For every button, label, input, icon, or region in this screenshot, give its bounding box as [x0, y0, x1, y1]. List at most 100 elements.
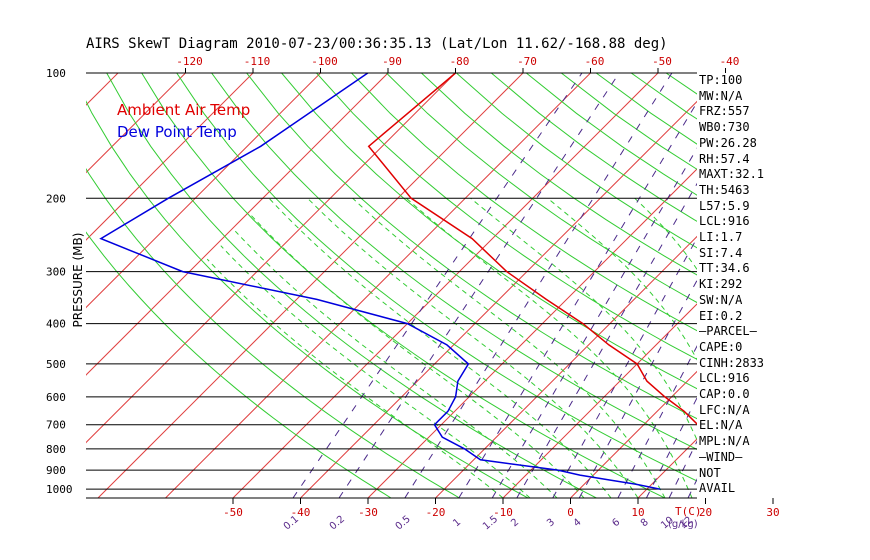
ambient-temp-profile [367, 73, 697, 425]
bottom-temp-label: -50 [223, 506, 243, 519]
stat-item: LCL:916 [699, 371, 750, 386]
mixing-ratio-line [552, 237, 697, 498]
stat-item: MAXT:32.1 [699, 167, 765, 182]
top-temp-label: -50 [652, 55, 672, 68]
plot-area [0, 73, 870, 498]
stat-item: LFC:N/A [699, 402, 750, 417]
bottom-temp-label: 10 [631, 506, 644, 519]
moist-adiabat-line [405, 197, 693, 498]
stat-item: L57:5.9 [699, 198, 750, 213]
moist-adiabat-line [250, 215, 585, 498]
pressure-label: 100 [46, 67, 66, 80]
y-axis-label: PRESSURE (MB) [71, 233, 85, 328]
mixing-ratio-line [516, 182, 697, 498]
mixing-ratio-line [743, 73, 870, 498]
isotherm-line [165, 73, 591, 498]
isotherm-line [86, 73, 456, 444]
isotherm-line [367, 168, 697, 498]
mixing-ratio-label: 4 [572, 517, 584, 530]
top-temp-label: -110 [244, 55, 271, 68]
dry-adiabat-line [490, 73, 697, 222]
moist-adiabat-line [268, 197, 612, 498]
stat-item: EI:0.2 [699, 308, 743, 323]
dewpoint-profile [99, 73, 661, 490]
chart-title: AIRS SkewT Diagram 2010-07-23/00:36:35.1… [86, 36, 668, 52]
isotherm-line [841, 73, 870, 498]
stat-item: TP:100 [699, 73, 743, 87]
top-temp-label: -80 [450, 55, 470, 68]
stat-item: FRZ:557 [699, 104, 750, 119]
stat-item: SI:7.4 [699, 245, 743, 260]
top-temp-label: -70 [517, 55, 537, 68]
mixing-ratio-line [491, 147, 697, 498]
isotherm-line [502, 303, 697, 498]
moist-adiabat-line [220, 245, 531, 498]
dry-adiabat-line [351, 73, 697, 332]
bottom-temp-label: 0 [567, 506, 574, 519]
stat-item: AVAIL [699, 481, 736, 496]
pressure-label: 900 [46, 464, 66, 477]
moist-adiabat-line [352, 197, 666, 498]
moist-adiabat-line [547, 197, 697, 361]
dry-adiabat-line [456, 73, 697, 249]
bottom-temp-label: -40 [291, 506, 311, 519]
isotherm-line [97, 73, 524, 498]
isotherm-line [773, 73, 870, 498]
isotherm-line [0, 73, 51, 498]
stat-item: CAPE:0 [699, 339, 743, 354]
mixing-ratio-line [617, 345, 697, 498]
mixing-ratio-label: 8 [639, 517, 651, 530]
mixing-ratio-label: 2 [509, 517, 521, 530]
isotherm-line [86, 73, 254, 241]
stat-item: MPL:N/A [699, 434, 750, 449]
mixing-ratio-line [338, 73, 620, 498]
isotherm-line [435, 235, 697, 498]
pressure-label: 700 [46, 419, 66, 432]
legend-dew-point-temp: Dew Point Temp [117, 123, 237, 141]
stat-item: WB0:730 [699, 120, 750, 135]
mixing-ratio-line [292, 73, 583, 498]
moist-adiabat-line [470, 197, 697, 442]
mixing-ratio-unit-label: (g/kg) [668, 519, 698, 530]
dry-adiabat-line [665, 73, 697, 95]
dry-adiabat-line [86, 168, 460, 498]
isotherm-line [570, 370, 697, 498]
bottom-temp-label: -20 [426, 506, 446, 519]
bottom-temp-label: -10 [493, 506, 513, 519]
mixing-ratio-line [578, 279, 697, 498]
stat-item: PW:26.28 [699, 135, 757, 150]
stat-item: NOT [699, 465, 721, 480]
stat-item: EL:N/A [699, 418, 743, 433]
stat-item: CINH:2833 [699, 355, 765, 370]
mixing-ratio-line [788, 73, 870, 498]
dry-adiabat-line [86, 100, 529, 498]
mixing-ratio-line [821, 73, 870, 498]
isotherm-line [86, 73, 186, 174]
stat-item: —WIND— [699, 449, 743, 464]
pressure-label: 800 [46, 443, 66, 456]
mixing-ratio-line [645, 396, 697, 498]
moist-adiabat-line [307, 197, 639, 498]
stat-item: KI:292 [699, 277, 743, 292]
moist-adiabat-line [234, 230, 558, 498]
mixing-ratio-label: 0.5 [394, 514, 413, 533]
top-temp-label: -40 [720, 55, 740, 68]
top-temp-label: -90 [382, 55, 402, 68]
top-temp-label: -60 [585, 55, 605, 68]
stat-item: LI:1.7 [699, 230, 743, 244]
stat-item: CAP:0.0 [699, 387, 750, 401]
dry-adiabat-line [176, 73, 697, 482]
stat-item: LCL:916 [699, 214, 750, 229]
pressure-label: 200 [46, 192, 66, 205]
dry-adiabat-line [386, 73, 697, 304]
dry-adiabat-line [281, 73, 697, 390]
temp-unit-label: T(C) [675, 505, 702, 518]
top-temp-label: -120 [176, 55, 203, 68]
dry-adiabat-line [141, 73, 666, 498]
stat-item: MW:N/A [699, 88, 743, 103]
bottom-temp-label: 30 [766, 506, 779, 519]
legend-ambient-air-temp: Ambient Air Temp [117, 101, 251, 119]
isotherm-line [86, 73, 321, 309]
isotherm-line [232, 73, 659, 498]
